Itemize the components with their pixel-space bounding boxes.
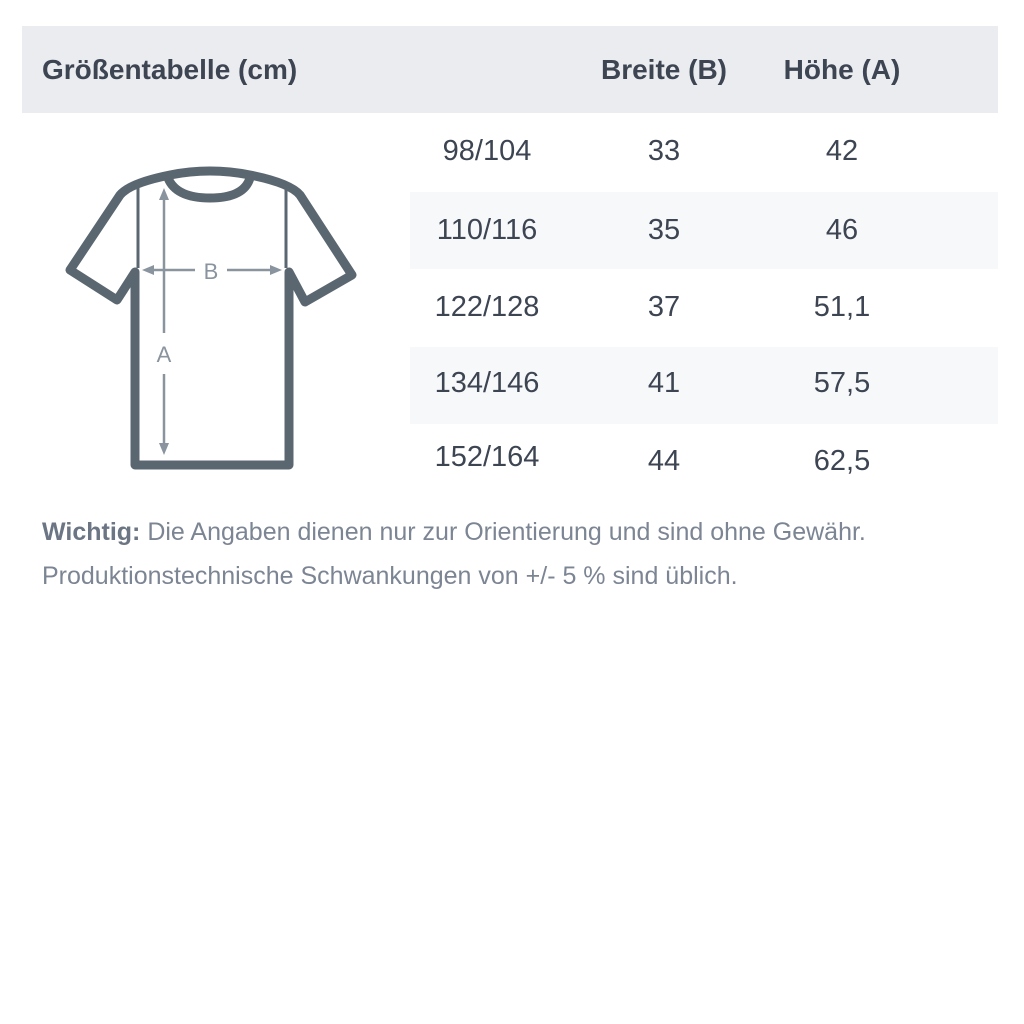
cell-size: 152/164 bbox=[434, 441, 540, 473]
cell-width: 41 bbox=[647, 367, 681, 399]
tshirt-icon bbox=[65, 166, 357, 470]
column-header-width: Breite (B) bbox=[600, 54, 727, 85]
cell-size: 122/128 bbox=[434, 291, 540, 323]
cell-height: 51,1 bbox=[813, 291, 871, 323]
cell-height: 57,5 bbox=[813, 367, 871, 399]
note-text-1: Die Angaben dienen nur zur Orientierung … bbox=[140, 518, 866, 546]
measure-arrows bbox=[142, 188, 282, 455]
cell-size: 134/146 bbox=[434, 367, 540, 399]
label-a: A bbox=[157, 342, 172, 367]
cell-width: 37 bbox=[647, 291, 681, 323]
row-stripe bbox=[410, 347, 998, 424]
row-stripe bbox=[410, 192, 998, 269]
cell-width: 44 bbox=[647, 445, 681, 477]
cell-size: 98/104 bbox=[442, 135, 532, 167]
note-label: Wichtig: bbox=[42, 518, 141, 546]
cell-height: 62,5 bbox=[813, 445, 871, 477]
column-header-height: Höhe (A) bbox=[783, 54, 901, 85]
page-title: Größentabelle (cm) bbox=[42, 54, 298, 85]
cell-width: 35 bbox=[647, 214, 681, 246]
note-line-1: Wichtig: Die Angaben dienen nur zur Orie… bbox=[42, 518, 866, 547]
note-line-2: Produktionstechnische Schwankungen von +… bbox=[42, 562, 738, 590]
table-header: Größentabelle (cm) Breite (B) Höhe (A) bbox=[22, 26, 998, 113]
cell-height: 42 bbox=[825, 135, 859, 167]
label-b: B bbox=[204, 259, 219, 284]
cell-height: 46 bbox=[825, 214, 859, 246]
cell-width: 33 bbox=[647, 135, 681, 167]
cell-size: 110/116 bbox=[436, 214, 538, 246]
